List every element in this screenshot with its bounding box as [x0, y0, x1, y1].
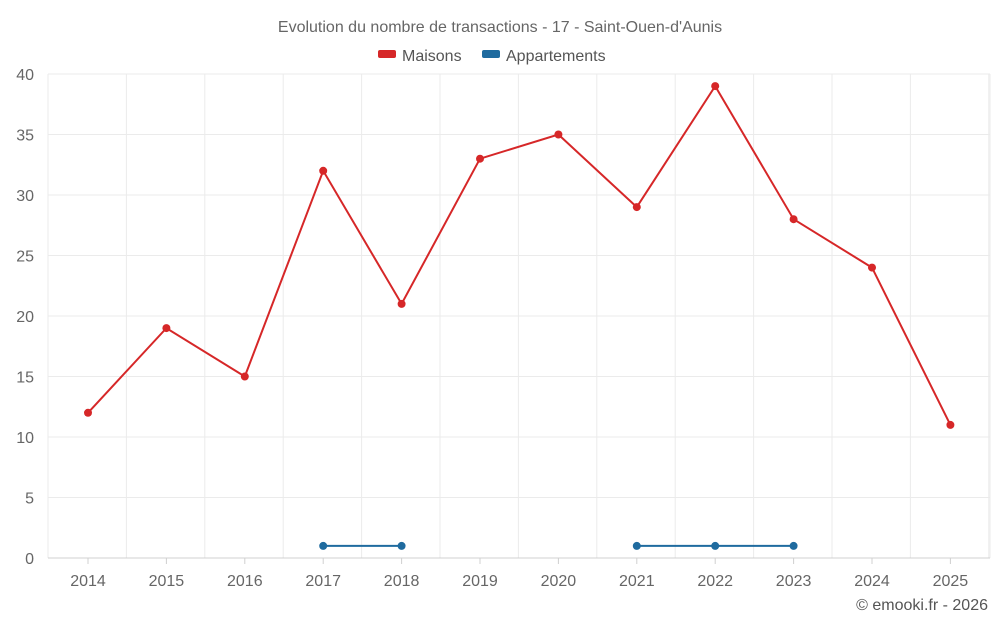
data-point-maisons-2019[interactable]: [476, 154, 484, 163]
data-point-maisons-2017[interactable]: [319, 166, 328, 175]
data-point-maisons-2020[interactable]: [554, 130, 563, 139]
legend-swatch-appartements: [482, 50, 500, 58]
y-tick-label: 25: [16, 249, 34, 266]
data-point-maisons-2015[interactable]: [162, 324, 171, 333]
legend-label-maisons: Maisons: [402, 48, 462, 65]
data-point-maisons-2025[interactable]: [946, 420, 955, 429]
y-tick-label: 40: [16, 67, 34, 84]
x-tick-label: 2017: [305, 573, 341, 590]
legend-label-appartements: Appartements: [506, 48, 606, 65]
data-point-appartements-2022[interactable]: [711, 541, 720, 550]
x-tick-label: 2022: [697, 573, 733, 590]
data-point-appartements-2021[interactable]: [632, 541, 641, 550]
data-point-maisons-2023[interactable]: [789, 215, 798, 224]
data-point-maisons-2021[interactable]: [632, 203, 641, 212]
y-tick-label: 30: [16, 188, 34, 205]
data-point-maisons-2016[interactable]: [240, 372, 249, 381]
y-tick-label: 5: [25, 491, 34, 508]
credit-text: © emooki.fr - 2026: [856, 597, 988, 614]
data-point-maisons-2022[interactable]: [711, 82, 720, 91]
x-tick-label: 2020: [541, 573, 577, 590]
x-tick-label: 2016: [227, 573, 263, 590]
x-tick-label: 2014: [70, 573, 106, 590]
data-point-appartements-2018[interactable]: [397, 541, 406, 550]
series-layer: [84, 82, 955, 550]
legend-item-appartements[interactable]: Appartements: [482, 48, 606, 65]
data-point-maisons-2014[interactable]: [84, 408, 92, 417]
x-tick-label: 2023: [776, 573, 812, 590]
x-tick-label: 2018: [384, 573, 420, 590]
y-tick-label: 35: [16, 128, 34, 145]
data-point-maisons-2024[interactable]: [868, 263, 876, 272]
y-tick-label: 10: [16, 430, 34, 447]
y-tick-label: 15: [16, 370, 34, 387]
x-tick-label: 2021: [619, 573, 655, 590]
chart-title: Evolution du nombre de transactions - 17…: [278, 19, 722, 36]
x-tick-label: 2019: [462, 573, 498, 590]
x-tick-label: 2024: [854, 573, 890, 590]
legend-swatch-maisons: [378, 50, 396, 58]
legend-item-maisons[interactable]: Maisons: [378, 48, 462, 65]
x-tick-label: 2015: [149, 573, 185, 590]
grid-layer: [47, 73, 991, 558]
series-maisons: [84, 82, 955, 429]
series-line-maisons: [87, 84, 952, 426]
y-tick-label: 0: [25, 551, 34, 568]
y-tick-label: 20: [16, 309, 34, 326]
data-point-appartements-2017[interactable]: [319, 541, 328, 550]
data-point-maisons-2018[interactable]: [397, 299, 406, 308]
x-tick-label: 2025: [933, 573, 969, 590]
series-appartements: [319, 541, 798, 550]
legend: Maisons Appartements: [378, 48, 606, 65]
data-point-appartements-2023[interactable]: [789, 541, 798, 550]
